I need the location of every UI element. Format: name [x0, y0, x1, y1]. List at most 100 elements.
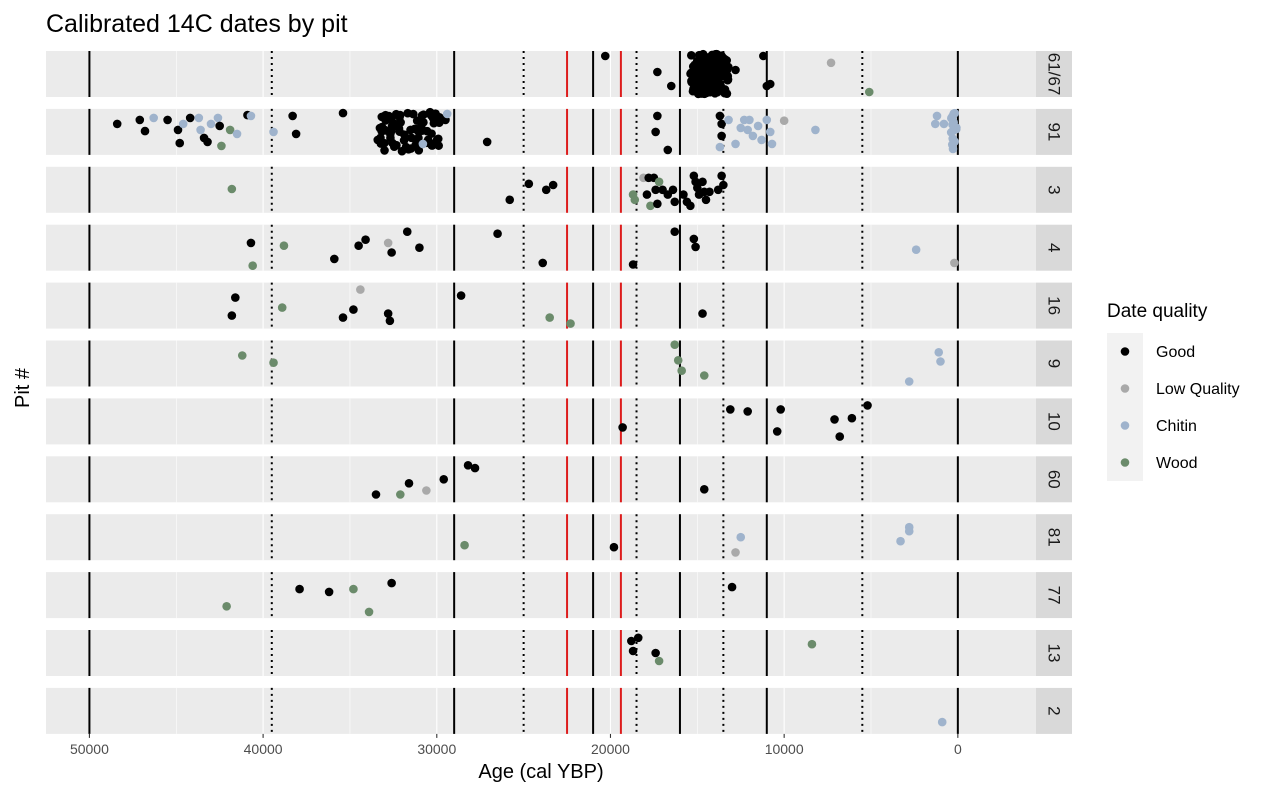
facet-panel: 61/67: [46, 49, 1072, 99]
data-point: [548, 180, 558, 190]
x-tick-label: 20000: [591, 741, 630, 757]
data-point: [381, 116, 390, 125]
facet-strip: [1036, 398, 1072, 445]
data-point: [628, 646, 638, 656]
data-point: [295, 584, 304, 594]
data-point: [698, 177, 707, 187]
data-point: [743, 125, 752, 135]
data-point: [418, 139, 428, 149]
data-point: [203, 137, 212, 147]
data-point: [765, 79, 775, 89]
legend: Date quality Good Low Quality Chitin Wood: [1107, 301, 1240, 481]
data-point: [175, 138, 185, 148]
data-point: [140, 126, 150, 136]
facet-strip: [1036, 456, 1072, 503]
data-point: [505, 195, 515, 205]
panel-background: [46, 166, 1036, 213]
data-point: [699, 371, 709, 380]
data-point: [947, 113, 956, 123]
data-point: [288, 111, 297, 121]
data-point: [706, 77, 715, 86]
facet-points: [227, 171, 728, 211]
data-point: [349, 584, 358, 594]
data-point: [722, 56, 732, 65]
facet-strip: [1036, 108, 1072, 155]
data-point: [743, 407, 752, 416]
data-point: [279, 241, 289, 250]
legend-symbol: [1120, 421, 1130, 430]
facet-strip: [1036, 514, 1072, 561]
facet-panels: 61/67 91 3 4 16 9 10 60 81 77 13 2: [46, 49, 1072, 734]
x-tick-label: 30000: [417, 741, 456, 757]
data-point: [731, 65, 740, 75]
panel-background: [46, 108, 1036, 155]
facet-panel: 81: [46, 514, 1072, 561]
facet-points: [618, 401, 872, 441]
data-point: [163, 115, 172, 125]
data-point: [185, 113, 195, 123]
data-point: [524, 179, 534, 189]
data-point: [930, 119, 940, 129]
data-point: [666, 81, 676, 91]
data-point: [776, 405, 785, 414]
legend-item: Good: [1107, 333, 1195, 370]
x-axis: 50000 40000 30000 20000 10000 0: [70, 733, 962, 757]
data-point: [765, 127, 775, 137]
data-point: [762, 115, 772, 125]
data-point: [232, 129, 242, 139]
data-point: [713, 60, 722, 69]
data-point: [932, 111, 942, 121]
data-point: [767, 139, 777, 149]
data-point: [460, 540, 469, 550]
data-point: [950, 258, 959, 268]
data-point: [686, 50, 696, 60]
data-point: [149, 113, 158, 123]
data-point: [759, 51, 768, 61]
data-point: [668, 185, 678, 195]
data-point: [936, 357, 945, 366]
facet-strip-label: 9: [1045, 359, 1064, 368]
legend-symbol: [1120, 347, 1130, 356]
data-point: [356, 285, 365, 294]
data-point: [402, 227, 412, 236]
facet-strip: [1036, 340, 1072, 387]
facet-points: [937, 717, 947, 727]
panel-background: [46, 51, 1036, 97]
data-point: [330, 254, 339, 264]
data-point: [231, 293, 240, 302]
data-point: [432, 116, 441, 126]
data-point: [541, 185, 551, 195]
x-tick-label: 0: [954, 741, 962, 757]
data-point: [721, 62, 731, 72]
panel-background: [46, 398, 1036, 445]
data-point: [698, 86, 708, 96]
data-point: [724, 115, 733, 125]
facet-panel: 2: [46, 687, 1072, 734]
data-point: [719, 180, 728, 190]
data-point: [715, 142, 725, 152]
data-point: [227, 184, 237, 194]
x-tick-label: 50000: [70, 741, 109, 757]
data-point: [904, 526, 914, 536]
data-point: [863, 401, 872, 410]
data-point: [373, 135, 383, 145]
data-point: [670, 340, 680, 350]
data-point: [227, 311, 237, 320]
facet-strip: [1036, 630, 1072, 676]
data-point: [702, 54, 712, 63]
data-point: [248, 261, 257, 271]
legend-item: Wood: [1107, 444, 1198, 481]
data-point: [429, 139, 438, 149]
data-point: [470, 463, 480, 473]
facet-points: [112, 107, 961, 156]
facet-panel: 60: [46, 456, 1072, 503]
data-point: [691, 242, 700, 252]
data-point: [269, 127, 278, 137]
x-tick-label: 10000: [765, 741, 804, 757]
data-point: [277, 303, 287, 312]
data-point: [950, 137, 959, 146]
legend-item: Chitin: [1107, 407, 1197, 444]
facet-strip-label: 60: [1045, 470, 1064, 489]
data-point: [670, 197, 680, 207]
legend-title: Date quality: [1107, 301, 1208, 322]
